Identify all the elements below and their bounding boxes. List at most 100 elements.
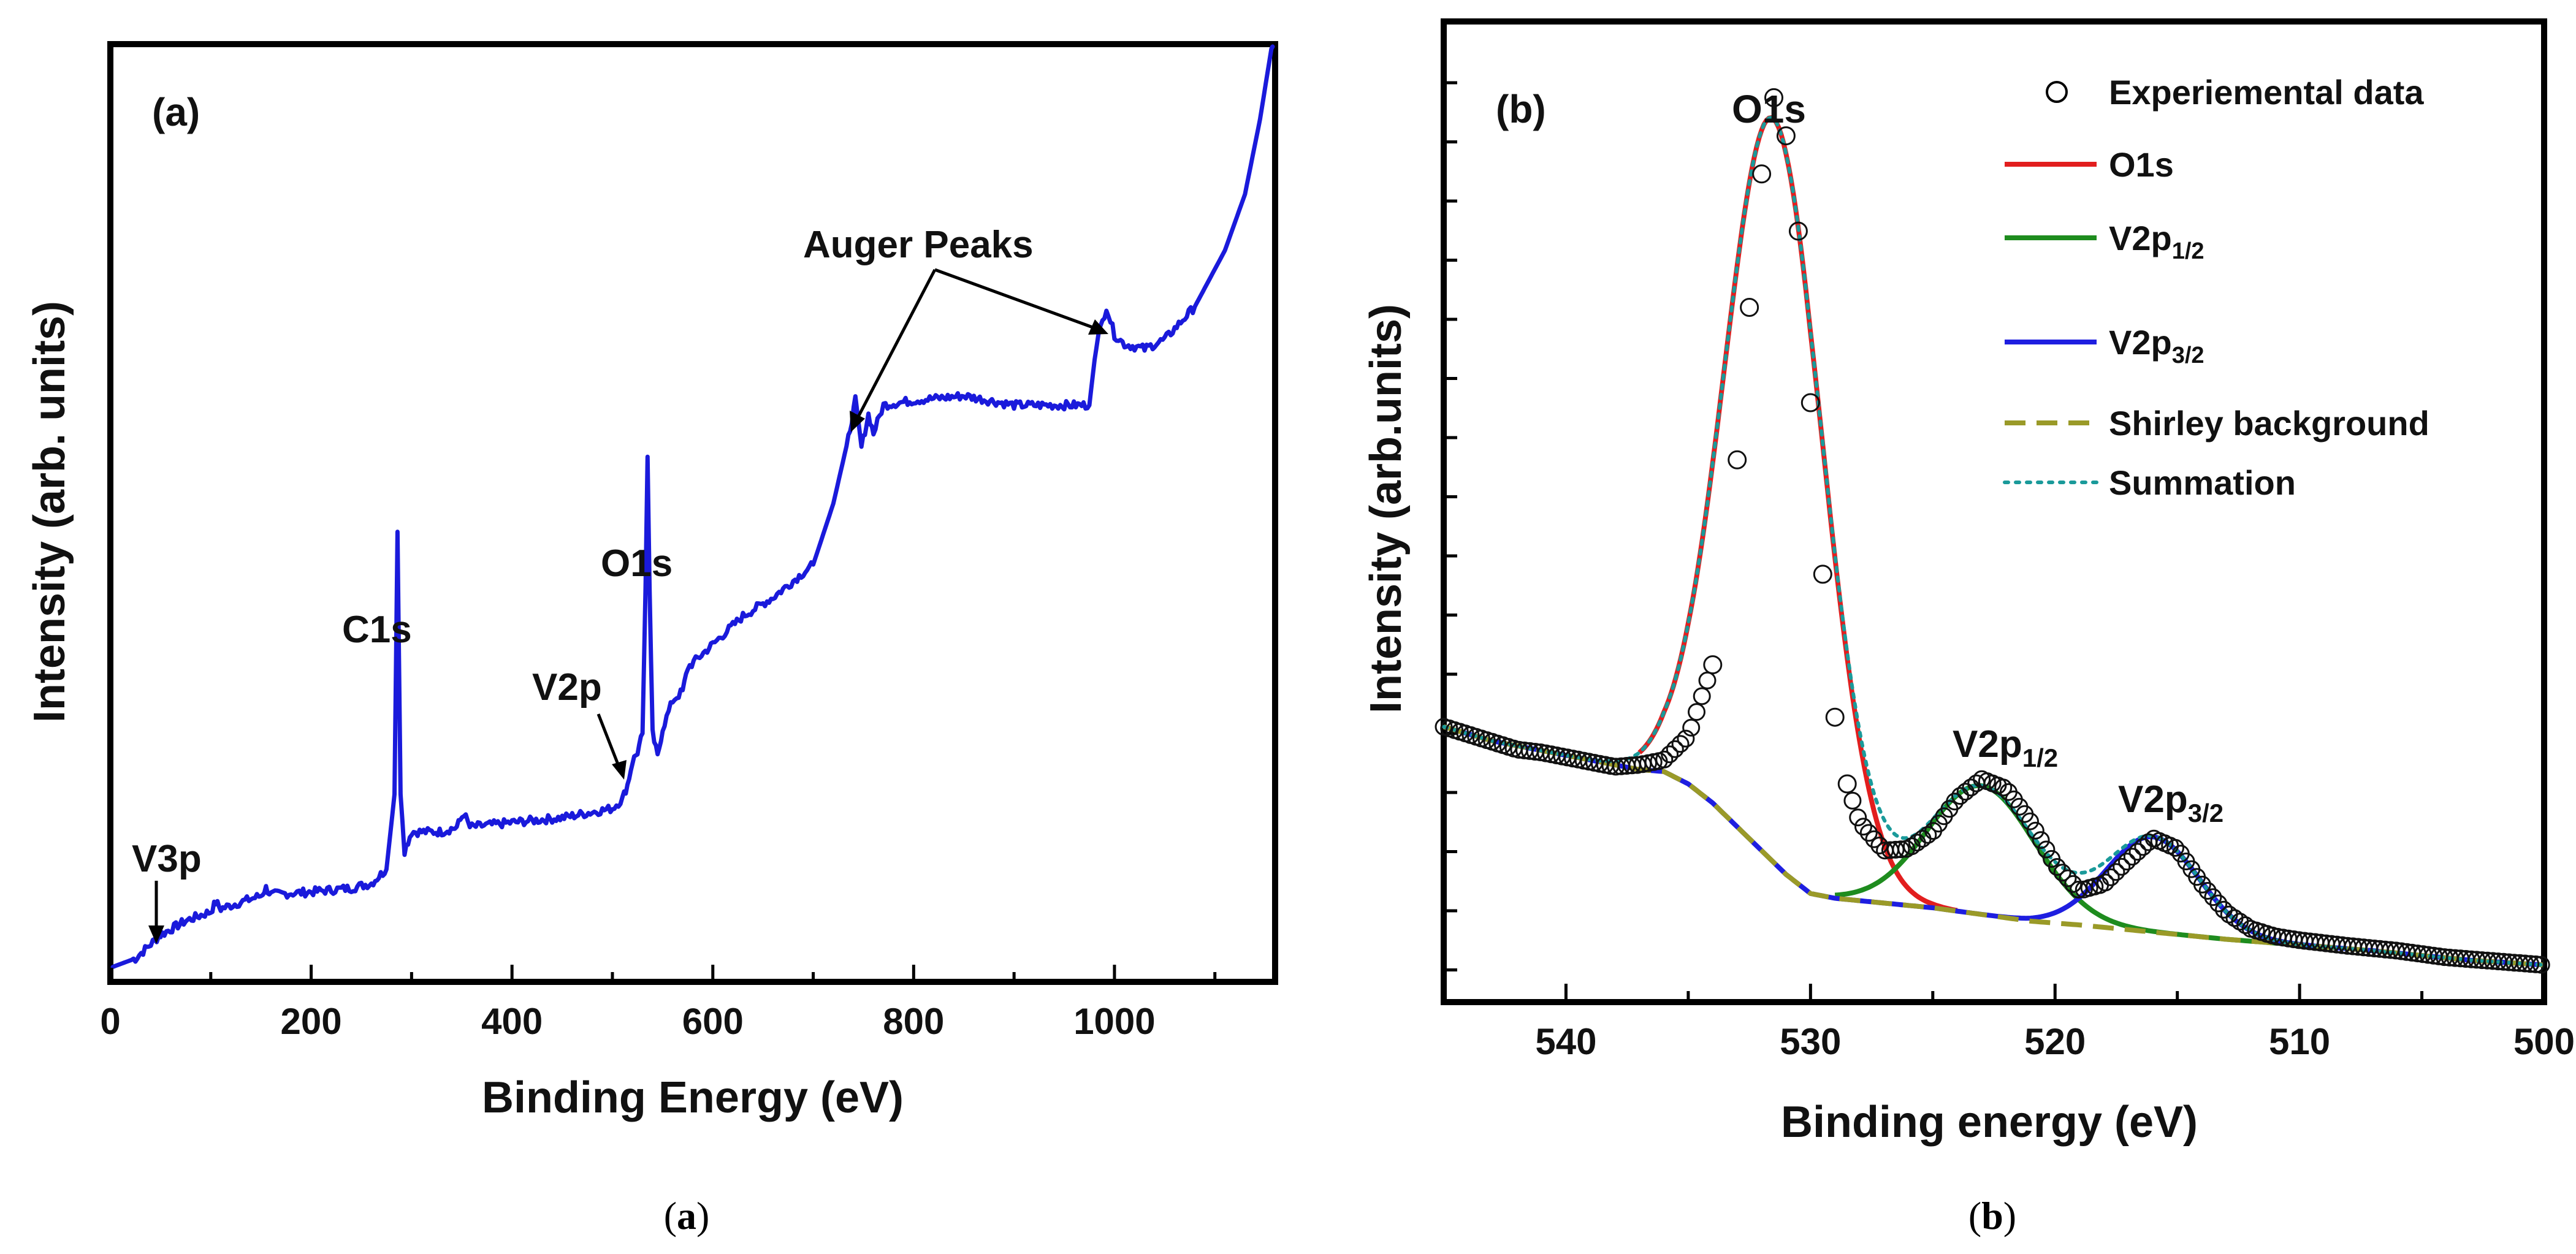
experimental-point [2204,888,2222,906]
panel-a-y-axis-title: Intensity (arb. units) [25,301,74,723]
legend-label-v2p32-main: V2p [2109,323,2172,362]
peak-label-v2p12-main: V2p [1953,723,2022,766]
experimental-point [2102,868,2120,886]
panel-b-frame [1441,18,2547,1005]
experimental-point [1801,393,1820,412]
experimental-point [1946,792,1964,811]
panel-a-x-tick-label: 600 [682,1001,744,1042]
peak-label-v2p32: V2p3/2 [2118,778,2224,827]
experimental-point [1752,164,1772,184]
annotation-auger-arrow-1 [856,268,937,418]
peak-label-v2p32-sub: 3/2 [2188,799,2224,827]
experimental-point [2193,875,2211,894]
experimental-point [1865,830,1883,848]
experimental-point [1825,707,1845,727]
peak-label-o1s: O1s [1732,87,1806,131]
panel-b: 540 530 520 510 500 (b) Binding energy (eV) … [1362,18,2575,1237]
panel-a-spectrum-line [110,44,1275,970]
panel-a-x-tick-label: 400 [481,1001,543,1042]
panel-b-y-axis-title: Intensity (arb.units) [1362,304,1411,713]
experimental-point [1870,837,1889,854]
experimental-point [2198,882,2217,900]
experimental-point [1788,221,1808,241]
experimental-point [1776,126,1796,146]
panel-b-label: (b) [1496,87,1546,131]
panel-a-x-axis-title: Binding Energy (eV) [482,1073,904,1122]
annotation-auger-arrow-2 [934,268,1095,330]
panel-a-x-ticks [109,965,1217,982]
panel-a-x-tick-label: 200 [281,1001,342,1042]
annotation-auger-peaks: Auger Peaks [803,224,1034,266]
legend-label-v2p12: V2p1/2 [2109,219,2204,264]
experimental-point [1682,718,1701,737]
legend-label-o1s: O1s [2109,145,2174,184]
annotation-v2p-arrow [596,713,621,768]
experimental-point [1740,298,1759,317]
panel-b-x-tick-labels: 540 530 520 510 500 [1535,1021,2575,1062]
experimental-point [1728,450,1747,469]
experimental-point [2053,864,2071,882]
panel-a: 0 200 400 600 800 1000 (a) Binding Energy (eV… [25,41,1278,1237]
panel-b-x-tick-label: 500 [2513,1021,2575,1062]
experimental-point [2128,843,2147,861]
experimental-point [2021,812,2039,830]
experimental-point [2048,858,2066,876]
experimental-point [1886,840,1905,859]
experimental-point [1666,740,1684,758]
annotation-o1s: O1s [601,542,673,585]
panel-a-x-tick-label: 0 [100,1001,120,1042]
experimental-point [1688,703,1705,721]
experimental-point [1703,655,1723,675]
annotation-v3p: V3p [132,838,202,880]
legend-marker-experimental [2046,81,2068,103]
experimental-point [1764,88,1783,107]
experimental-point [2037,840,2056,859]
caption-a-letter: a [677,1194,696,1237]
experimental-point [2064,875,2083,893]
summation-curve [1442,115,2546,967]
experimental-point [2118,853,2136,871]
experimental-point [2209,894,2228,913]
panel-a-x-tick-label: 800 [883,1001,944,1042]
legend-label-v2p32: V2p3/2 [2109,323,2204,368]
peak-label-v2p12: V2p1/2 [1953,723,2058,772]
experimental-point [1837,774,1857,794]
experimental-point [1919,826,1937,844]
experimental-point [2026,821,2044,840]
panel-b-y-ticks [1444,81,1457,971]
experimental-point [2532,956,2550,974]
experimental-point [1854,818,1872,836]
experimental-point [1677,729,1695,748]
panel-a-label: (a) [152,90,200,134]
experimental-point [2032,831,2050,849]
legend-label-experimental: Experiemental data [2109,73,2424,112]
experimental-point [2059,869,2077,887]
annotation-v2p-arrowhead [612,760,627,780]
annotation-auger-arrowhead-1 [850,411,865,432]
legend-label-v2p12-main: V2p [2109,219,2172,257]
panel-a-frame [107,41,1278,985]
annotation-c1s: C1s [342,609,412,651]
annotation-v2p: V2p [532,666,602,709]
experimental-point [1813,564,1832,584]
annotation-auger-arrowhead-2 [1088,319,1108,335]
experimental-point [1994,778,2013,797]
experimental-point [1859,824,1878,842]
experimental-point [2166,838,2184,857]
panel-b-x-tick-label: 530 [1780,1021,1841,1062]
legend: Experiemental data O1s V2p1/2 V2p3/2 Shi… [2003,73,2429,502]
experimental-point [2096,873,2114,892]
peak-label-v2p32-main: V2p [2118,778,2188,821]
panel-b-x-tick-label: 540 [1535,1021,1596,1062]
panel-b-x-axis-title: Binding energy (eV) [1781,1098,2198,1147]
experimental-point [1698,671,1717,690]
legend-label-v2p32-sub: 3/2 [2172,343,2204,368]
experimental-point [2113,857,2131,876]
experimental-point [1892,840,1910,859]
panel-b-x-tick-label: 510 [2269,1021,2330,1062]
experimental-point [2521,955,2540,973]
caption-b-letter: b [1981,1194,2003,1237]
panel-b-x-tick-label: 520 [2024,1021,2086,1062]
experimental-point [2526,955,2545,973]
caption-a: (a) [664,1194,710,1237]
